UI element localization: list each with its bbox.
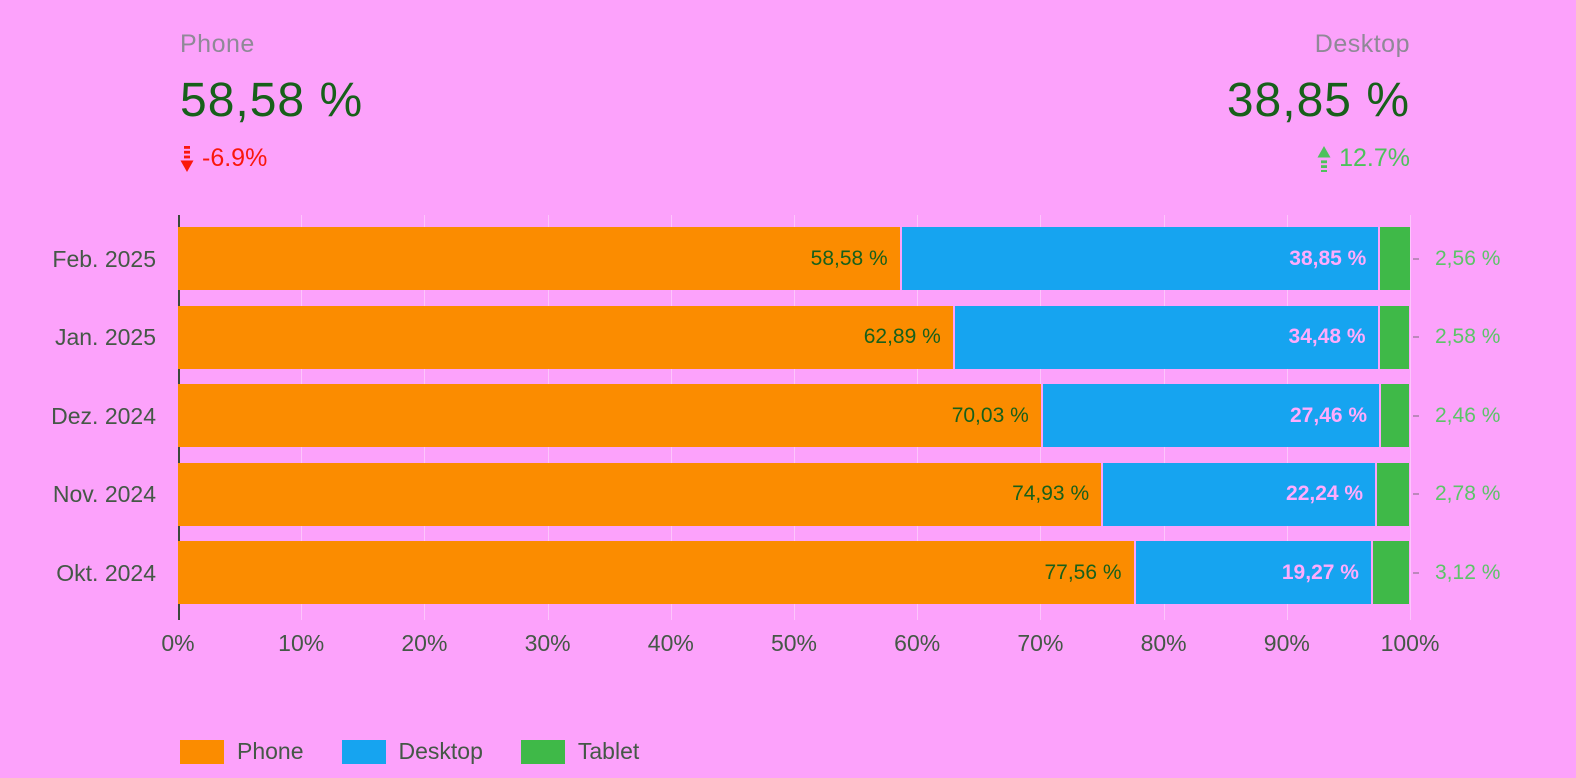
bar-segment-tablet[interactable] — [1375, 462, 1410, 526]
legend-item-desktop[interactable]: Desktop — [341, 738, 483, 765]
x-tick-label: 70% — [1017, 630, 1064, 656]
x-tick-label: 60% — [894, 630, 941, 656]
bar-segment-desktop[interactable]: 19,27 % — [1133, 541, 1371, 605]
bar-segment-phone[interactable]: 58,58 % — [178, 227, 900, 290]
legend-item-tablet[interactable]: Tablet — [520, 738, 640, 765]
bar-segment-phone[interactable]: 74,93 % — [178, 462, 1102, 526]
x-tick-label: 10% — [278, 630, 325, 656]
category-label: Nov. 2024 — [52, 481, 156, 508]
category-label: Dez. 2024 — [51, 402, 156, 429]
bar-value-label: 34,48 % — [1288, 325, 1366, 349]
legend-label: Phone — [237, 738, 304, 764]
category-label: Feb. 2025 — [52, 245, 156, 272]
bar-segment-tablet[interactable] — [1378, 227, 1410, 290]
bar-segment-tablet[interactable] — [1370, 541, 1410, 605]
legend-swatch-desktop — [341, 739, 386, 764]
legend-item-phone[interactable]: Phone — [180, 738, 304, 765]
x-tick-label: 40% — [647, 630, 694, 656]
bar-value-label: 19,27 % — [1281, 560, 1359, 584]
bar-segment-tablet[interactable] — [1377, 305, 1410, 369]
bar-value-label: 74,93 % — [1012, 482, 1090, 506]
kpi-phone-change: -6.9% — [180, 144, 363, 173]
kpi-desktop-title: Desktop — [1314, 30, 1410, 58]
x-tick-label: 90% — [1263, 630, 1310, 656]
decrease-arrow-icon — [180, 145, 194, 172]
bar-value-label-tablet: 2,58 % — [1435, 325, 1501, 349]
kpi-card-desktop: Desktop 38,85 % 12.7% — [1227, 30, 1410, 173]
label-leader-line — [1413, 414, 1419, 417]
bar-segment-desktop[interactable]: 38,85 % — [899, 227, 1379, 290]
bar-value-label: 27,46 % — [1290, 403, 1368, 427]
kpi-desktop-change-value: 12.7% — [1339, 144, 1410, 172]
label-leader-line — [1413, 571, 1419, 574]
x-tick-label: 80% — [1140, 630, 1187, 656]
bar-value-label-tablet: 2,46 % — [1435, 403, 1501, 427]
bar-value-label: 22,24 % — [1286, 482, 1364, 506]
bar-value-label: 70,03 % — [951, 403, 1029, 427]
kpi-phone-change-value: -6.9% — [202, 144, 268, 172]
category-label: Okt. 2024 — [56, 559, 156, 586]
kpi-card-phone: Phone 58,58 % -6.9% — [180, 30, 363, 173]
increase-arrow-icon — [1317, 145, 1331, 172]
label-leader-line — [1413, 336, 1419, 339]
x-tick-label: 50% — [770, 630, 818, 656]
bar-value-label-tablet: 2,78 % — [1435, 482, 1501, 506]
x-tick-label: 30% — [524, 630, 571, 656]
bar-segment-desktop[interactable]: 34,48 % — [952, 305, 1378, 369]
legend-swatch-phone — [180, 739, 224, 764]
legend-label: Tablet — [577, 738, 640, 764]
bar-value-label: 77,56 % — [1044, 560, 1122, 584]
kpi-desktop-value: 38,85 % — [1226, 74, 1410, 127]
bar-value-label: 62,89 % — [863, 325, 941, 349]
bar-value-label-tablet: 2,56 % — [1435, 246, 1501, 270]
bar-value-label: 58,58 % — [810, 246, 888, 270]
chart-legend: Phone Desktop Tablet — [180, 738, 639, 765]
bar-value-label-tablet: 3,12 % — [1435, 560, 1501, 584]
bar-segment-phone[interactable]: 70,03 % — [178, 384, 1041, 448]
category-label: Jan. 2025 — [54, 324, 156, 351]
x-tick-label: 20% — [401, 630, 448, 656]
legend-swatch-tablet — [520, 739, 565, 764]
kpi-phone-value: 58,58 % — [180, 74, 364, 127]
legend-label: Desktop — [398, 738, 483, 764]
bar-segment-tablet[interactable] — [1379, 384, 1410, 448]
x-tick-label: 0% — [161, 630, 195, 656]
bar-segment-phone[interactable]: 62,89 % — [178, 305, 953, 369]
label-leader-line — [1413, 257, 1419, 260]
bar-segment-desktop[interactable]: 22,24 % — [1101, 462, 1376, 526]
kpi-desktop-change: 12.7% — [1227, 144, 1410, 173]
label-leader-line — [1413, 493, 1419, 496]
kpi-phone-title: Phone — [180, 30, 255, 58]
bar-segment-desktop[interactable]: 27,46 % — [1040, 384, 1380, 448]
bar-segment-phone[interactable]: 77,56 % — [178, 541, 1134, 605]
x-tick-label: 100% — [1380, 630, 1440, 656]
bar-value-label: 38,85 % — [1289, 246, 1367, 270]
gridline — [1410, 215, 1411, 620]
